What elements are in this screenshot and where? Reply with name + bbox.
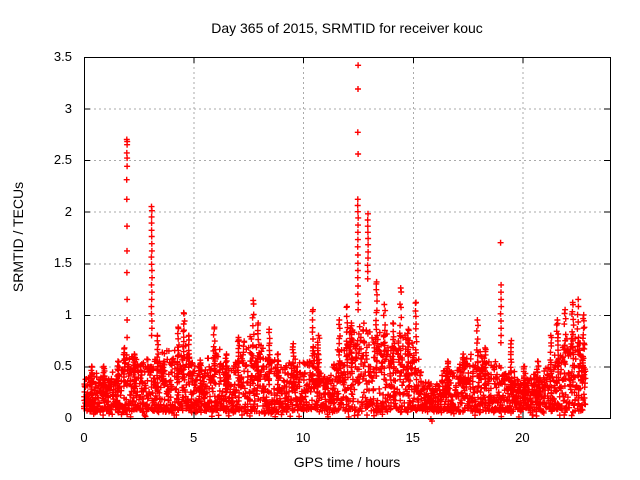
y-tick-label: 0 <box>64 410 72 425</box>
y-tick-label: 0.5 <box>53 358 72 374</box>
x-axis-label: GPS time / hours <box>293 454 401 470</box>
y-tick-label: 2.5 <box>53 152 72 168</box>
y-tick-label: 2 <box>64 203 72 219</box>
y-tick-label: 3.5 <box>53 49 72 64</box>
x-tick-label: 10 <box>295 430 311 445</box>
y-tick-label: 1.5 <box>53 255 72 271</box>
chart-title: Day 365 of 2015, SRMTID for receiver kou… <box>211 20 483 36</box>
y-axis-label: SRMTID / TECUs <box>10 181 26 293</box>
x-tick-label: 0 <box>80 430 88 445</box>
x-tick-label: 20 <box>515 430 530 445</box>
x-tick-label: 5 <box>189 430 198 445</box>
x-tick-label: 15 <box>405 430 420 445</box>
y-tick-label: 1 <box>64 306 72 322</box>
y-tick-label: 3 <box>64 100 72 116</box>
